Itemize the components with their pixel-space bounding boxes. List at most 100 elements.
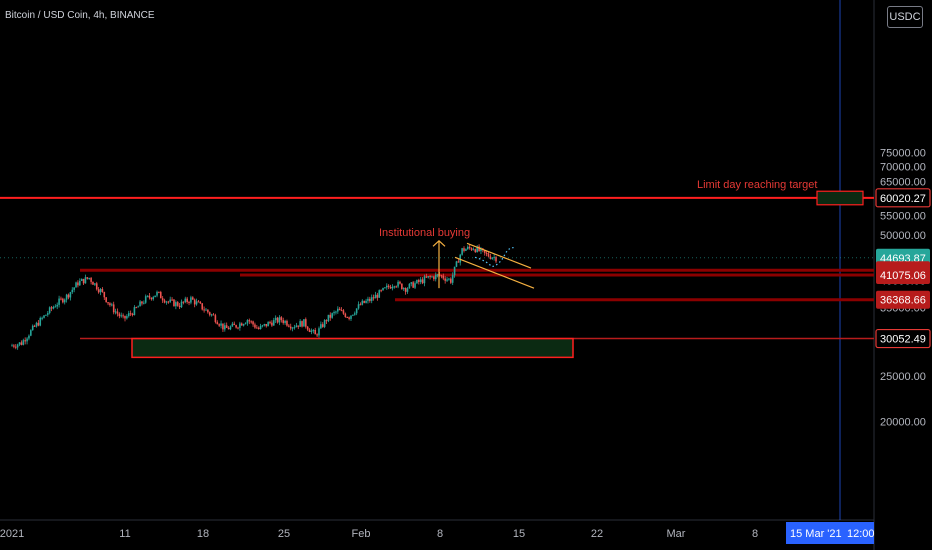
y-tick-label: 20000.00 — [880, 416, 926, 428]
candle-body — [344, 313, 347, 318]
currency-badge[interactable]: USDC — [887, 6, 923, 28]
candle-body — [259, 325, 262, 330]
candle-body — [97, 289, 100, 293]
candle-body — [350, 315, 352, 319]
candle-body — [244, 323, 247, 325]
candle-body — [201, 303, 204, 310]
candle-body — [16, 344, 19, 348]
support-zone-box — [131, 337, 574, 359]
candle-body — [384, 287, 386, 289]
candles-group — [11, 244, 497, 350]
candle-body — [472, 249, 475, 251]
x-tick-label: 2021 — [0, 528, 24, 540]
candle-body — [95, 283, 98, 290]
y-tick-label: 55000.00 — [880, 211, 926, 223]
candle-body — [86, 277, 89, 279]
candle-body — [54, 306, 57, 308]
candle-body — [190, 297, 192, 303]
candle-body — [186, 298, 188, 303]
chart-title: Bitcoin / USD Coin, 4h, BINANCE — [5, 10, 155, 21]
candle-body — [69, 292, 72, 298]
candle-body — [289, 326, 292, 329]
candle-body — [337, 308, 339, 312]
candle-body — [101, 289, 104, 292]
candle-body — [222, 323, 224, 330]
candle-body — [468, 246, 471, 248]
candle-body — [124, 315, 126, 319]
candle-body — [82, 278, 85, 284]
candle-body — [385, 285, 388, 288]
candle-body — [440, 275, 443, 277]
candle-body — [346, 317, 349, 319]
candle-body — [465, 249, 467, 251]
candle-body — [318, 328, 320, 336]
candle-body — [269, 322, 271, 324]
candle-body — [480, 248, 482, 252]
candle-body — [18, 342, 21, 345]
candle-body — [50, 307, 53, 309]
candle-body — [451, 275, 454, 283]
candle-body — [293, 327, 296, 329]
candle-body — [248, 320, 251, 322]
candle-body — [370, 297, 373, 301]
candle-body — [478, 246, 480, 252]
candle-body — [252, 321, 254, 325]
candle-body — [229, 326, 232, 330]
candle-body — [239, 323, 241, 328]
candle-body — [367, 298, 369, 301]
candle-body — [214, 315, 217, 323]
candle-body — [425, 276, 428, 278]
candle-body — [75, 282, 77, 288]
candle-body — [193, 299, 196, 305]
candle-body — [182, 301, 185, 303]
candle-body — [331, 313, 333, 318]
candle-body — [423, 276, 426, 284]
candle-body — [410, 282, 413, 284]
candle-body — [272, 320, 275, 326]
candle-body — [378, 290, 381, 298]
price-label-background — [875, 188, 931, 208]
candle-body — [342, 310, 345, 314]
candle-body — [90, 277, 92, 282]
candle-body — [402, 288, 405, 290]
candle-body — [450, 278, 452, 283]
candle-body — [71, 289, 74, 293]
candle-body — [434, 274, 437, 280]
candle-body — [335, 311, 337, 313]
candle-body — [45, 314, 47, 316]
candle-body — [276, 317, 279, 323]
candle-body — [483, 250, 486, 253]
x-tick-label: 25 — [278, 528, 290, 540]
candle-body — [389, 287, 392, 289]
candle-body — [256, 327, 258, 329]
candle-body — [365, 300, 367, 303]
candle-body — [333, 312, 335, 314]
candle-body — [412, 282, 414, 288]
candle-body — [65, 294, 68, 300]
candle-body — [129, 313, 132, 315]
candle-body — [395, 286, 397, 288]
candle-body — [207, 309, 209, 313]
price-label-text: 30052.49 — [880, 334, 926, 346]
candle-body — [308, 329, 311, 333]
candle-body — [139, 301, 141, 307]
candle-body — [43, 315, 45, 318]
candle-body — [114, 311, 117, 313]
candle-body — [305, 319, 307, 327]
candle-body — [442, 275, 445, 279]
candle-body — [291, 327, 294, 329]
candle-body — [156, 291, 158, 296]
candle-body — [419, 279, 422, 283]
candle-body — [280, 317, 283, 321]
candle-body — [340, 310, 343, 312]
candle-body — [459, 254, 462, 263]
candle-body — [35, 322, 38, 327]
candle-body — [184, 298, 187, 303]
candle-body — [105, 297, 107, 303]
candle-body — [461, 248, 463, 255]
candle-body — [31, 325, 34, 331]
x-tick-label: 11 — [119, 528, 130, 540]
candle-body — [92, 281, 94, 285]
candle-body — [188, 302, 190, 304]
